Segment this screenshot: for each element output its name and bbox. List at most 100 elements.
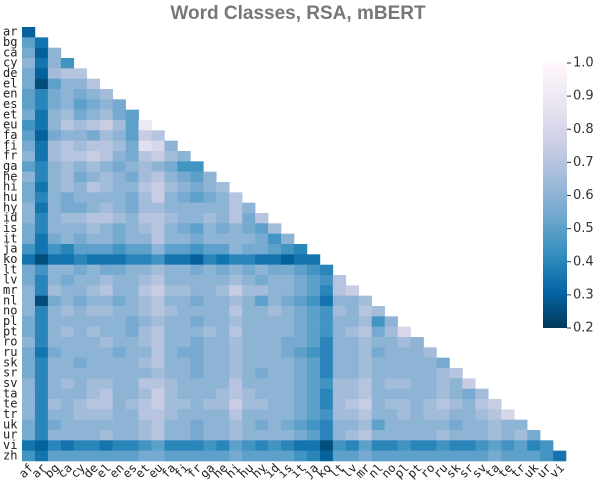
- heatmap-cell: [306, 275, 321, 286]
- heatmap-cell: [358, 409, 373, 420]
- y-tick-label: vi: [3, 438, 17, 452]
- heatmap-cell: [164, 295, 178, 307]
- heatmap-cell: [177, 285, 191, 296]
- heatmap-cell: [34, 285, 49, 296]
- heatmap-cell: [294, 295, 308, 307]
- heatmap-cell: [242, 275, 256, 286]
- heatmap-cell: [47, 244, 62, 255]
- heatmap-cell: [60, 388, 75, 400]
- heatmap-cell: [22, 120, 36, 131]
- heatmap-cell: [73, 316, 88, 327]
- heatmap-cell: [242, 450, 256, 462]
- heatmap-cell: [22, 316, 36, 327]
- heatmap-cell: [177, 316, 191, 327]
- heatmap-cell: [306, 450, 321, 462]
- heatmap-cell: [332, 357, 347, 369]
- heatmap-cell: [164, 316, 178, 327]
- y-tick-label: sr: [3, 366, 17, 380]
- heatmap-cell: [73, 430, 88, 441]
- heatmap-cell: [190, 295, 204, 307]
- heatmap-cell: [268, 368, 282, 379]
- heatmap-cell: [371, 419, 385, 431]
- heatmap-cell: [319, 285, 334, 296]
- heatmap-cell: [22, 275, 36, 286]
- heatmap-cell: [190, 192, 204, 203]
- heatmap-cell: [112, 275, 126, 286]
- heatmap-cell: [34, 409, 49, 420]
- heatmap-cell: [151, 233, 165, 245]
- heatmap-cell: [242, 368, 256, 379]
- heatmap-cell: [553, 450, 567, 462]
- heatmap-cell: [306, 440, 321, 451]
- heatmap-cell: [462, 399, 476, 410]
- heatmap-cell: [384, 368, 398, 379]
- heatmap-cell: [112, 440, 126, 451]
- heatmap-cell: [60, 151, 75, 162]
- heatmap-cell: [125, 337, 139, 348]
- heatmap-cell: [112, 450, 126, 462]
- heatmap-cell: [242, 337, 256, 348]
- heatmap-cell: [255, 213, 269, 224]
- heatmap-cell: [268, 337, 282, 348]
- heatmap-cell: [410, 357, 424, 369]
- heatmap-cell: [294, 430, 308, 441]
- heatmap-cell: [34, 326, 49, 338]
- heatmap-cell: [216, 223, 230, 234]
- heatmap-cell: [125, 161, 139, 172]
- heatmap-cell: [358, 419, 373, 431]
- heatmap-cell: [514, 430, 528, 441]
- heatmap-cell: [73, 202, 88, 214]
- heatmap-cell: [60, 120, 75, 131]
- heatmap-cell: [358, 399, 373, 410]
- heatmap-cell: [164, 161, 178, 172]
- heatmap-cell: [281, 399, 295, 410]
- y-tick-label: it: [3, 231, 17, 245]
- heatmap-cell: [22, 388, 36, 400]
- heatmap-cell: [423, 347, 437, 358]
- heatmap-cell: [268, 316, 282, 327]
- y-tick-label: ko: [3, 252, 17, 266]
- heatmap-cell: [319, 378, 334, 389]
- heatmap-cell: [47, 419, 62, 431]
- heatmap-cell: [99, 440, 113, 451]
- heatmap-cell: [281, 316, 295, 327]
- heatmap-cell: [34, 47, 49, 59]
- heatmap-cell: [86, 254, 101, 265]
- heatmap-cell: [268, 306, 282, 317]
- heatmap-cell: [125, 399, 139, 410]
- y-tick-label: es: [3, 97, 17, 111]
- y-tick-label: bg: [3, 35, 17, 49]
- heatmap-cell: [190, 419, 204, 431]
- y-tick-label: ar: [3, 25, 17, 39]
- heatmap-cell: [306, 399, 321, 410]
- heatmap-cell: [164, 440, 178, 451]
- heatmap-cell: [60, 171, 75, 183]
- heatmap-cell: [177, 244, 191, 255]
- heatmap-cell: [164, 151, 178, 162]
- heatmap-cell: [164, 326, 178, 338]
- heatmap-cell: [281, 306, 295, 317]
- heatmap-cell: [86, 161, 101, 172]
- y-tick-label: el: [3, 76, 17, 90]
- heatmap-cell: [99, 357, 113, 369]
- heatmap-cell: [99, 223, 113, 234]
- heatmap-cell: [203, 244, 217, 255]
- heatmap-cell: [151, 399, 165, 410]
- heatmap-cell: [73, 419, 88, 431]
- heatmap-cell: [99, 182, 113, 193]
- heatmap-cell: [177, 419, 191, 431]
- heatmap-cell: [345, 378, 360, 389]
- heatmap-cell: [397, 430, 411, 441]
- heatmap-cell: [112, 419, 126, 431]
- heatmap-cell: [319, 388, 334, 400]
- heatmap-cell: [125, 275, 139, 286]
- heatmap-cell: [527, 450, 541, 462]
- heatmap-cell: [229, 202, 243, 214]
- heatmap-cell: [34, 357, 49, 369]
- heatmap-cell: [60, 264, 75, 276]
- heatmap-cell: [203, 347, 217, 358]
- heatmap-cell: [294, 254, 308, 265]
- heatmap-cell: [190, 430, 204, 441]
- colorbar-tick-label: 0.6: [573, 188, 594, 203]
- heatmap-cell: [371, 337, 385, 348]
